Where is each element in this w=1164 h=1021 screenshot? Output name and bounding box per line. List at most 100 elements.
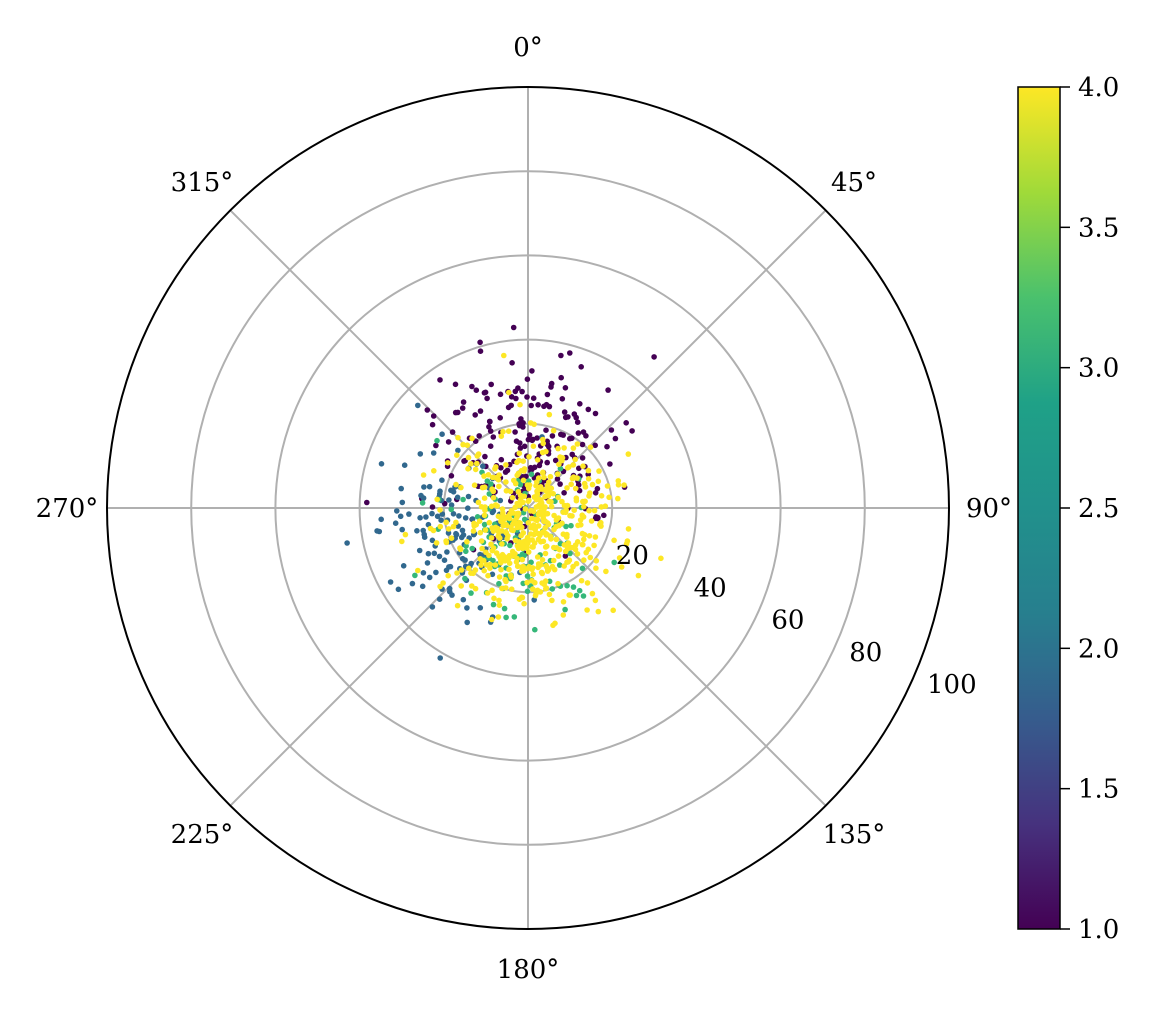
- scatter-point-value-4: [531, 421, 537, 428]
- scatter-point-value-4: [458, 567, 465, 573]
- scatter-point-value-2: [426, 483, 433, 490]
- scatter-point-value-4: [516, 596, 523, 602]
- scatter-point-value-1: [476, 433, 483, 439]
- scatter-point-value-1: [592, 410, 599, 417]
- scatter-point-value-4: [618, 564, 625, 570]
- scatter-point-value-3: [474, 514, 481, 520]
- scatter-point-value-3: [579, 565, 586, 572]
- scatter-point-value-4: [509, 494, 516, 501]
- scatter-point-value-2: [439, 477, 445, 484]
- scatter-point-value-3: [528, 471, 535, 478]
- scatter-point-value-1: [558, 374, 564, 381]
- scatter-point-value-3: [463, 548, 469, 555]
- scatter-point-value-4: [516, 502, 523, 509]
- scatter-point-value-4: [538, 500, 545, 506]
- scatter-point-value-4: [453, 481, 459, 488]
- scatter-point-value-4: [526, 497, 532, 504]
- scatter-point-value-2: [439, 431, 445, 438]
- scatter-point-value-2: [497, 497, 504, 504]
- scatter-point-value-4: [471, 482, 478, 489]
- scatter-point-value-2: [397, 513, 404, 520]
- scatter-point-value-4: [563, 533, 570, 540]
- scatter-point-value-3: [490, 601, 497, 608]
- scatter-point-value-4: [491, 595, 497, 602]
- scatter-point-value-4: [472, 585, 479, 592]
- scatter-point-value-2: [434, 513, 441, 520]
- scatter-point-value-3: [419, 500, 426, 506]
- scatter-point-value-4: [466, 565, 472, 572]
- scatter-point-value-4: [572, 546, 579, 553]
- scatter-point-value-1: [604, 443, 610, 450]
- scatter-point-value-1: [545, 443, 552, 450]
- scatter-point-value-4: [592, 597, 599, 604]
- scatter-point-value-2: [429, 537, 436, 544]
- scatter-point-value-4: [468, 570, 474, 576]
- scatter-point-value-4: [512, 480, 519, 487]
- scatter-point-value-4: [489, 486, 495, 492]
- scatter-point-value-4: [559, 520, 565, 527]
- scatter-point-value-4: [545, 566, 552, 573]
- scatter-point-value-4: [616, 555, 623, 561]
- scatter-point-value-4: [506, 515, 513, 522]
- scatter-point-value-4: [591, 542, 597, 549]
- scatter-point-value-1: [576, 465, 582, 472]
- scatter-point-value-1: [510, 324, 517, 331]
- scatter-point-value-4: [589, 481, 596, 488]
- scatter-point-value-1: [559, 396, 566, 402]
- scatter-point-value-2: [454, 494, 461, 501]
- scatter-point-value-4: [556, 461, 562, 468]
- scatter-point-value-1: [561, 490, 567, 496]
- scatter-point-value-4: [399, 538, 405, 545]
- scatter-point-value-2: [425, 550, 432, 557]
- scatter-point-value-4: [475, 499, 482, 506]
- scatter-point-value-4: [443, 539, 450, 546]
- scatter-point-value-4: [477, 529, 484, 536]
- scatter-point-value-4: [482, 504, 488, 510]
- scatter-point-value-4: [534, 488, 540, 495]
- scatter-point-value-1: [544, 391, 551, 398]
- scatter-point-value-4: [530, 443, 537, 450]
- scatter-point-value-4: [478, 538, 485, 544]
- scatter-point-value-4: [465, 454, 472, 461]
- scatter-point-value-4: [530, 586, 536, 592]
- scatter-point-value-4: [481, 495, 488, 502]
- scatter-point-value-4: [503, 479, 509, 485]
- scatter-point-value-2: [417, 515, 423, 521]
- scatter-point-value-4: [541, 581, 547, 588]
- scatter-point-value-4: [445, 526, 452, 532]
- theta-tick-label-90: 90°: [966, 494, 1012, 524]
- scatter-point-value-1: [430, 413, 437, 419]
- scatter-point-value-4: [508, 586, 515, 592]
- scatter-point-value-4: [615, 478, 622, 484]
- scatter-point-value-4: [591, 507, 598, 514]
- scatter-point-value-2: [477, 551, 483, 558]
- scatter-point-value-1: [521, 443, 528, 450]
- scatter-point-value-4: [454, 602, 461, 609]
- scatter-point-value-4: [492, 466, 498, 472]
- scatter-point-value-3: [501, 605, 508, 612]
- scatter-point-value-4: [635, 572, 642, 579]
- scatter-point-value-4: [502, 558, 508, 564]
- scatter-point-value-2: [394, 508, 400, 514]
- scatter-point-value-2: [399, 526, 406, 533]
- scatter-point-value-4: [454, 570, 460, 576]
- scatter-point-value-4: [546, 591, 553, 598]
- scatter-point-value-2: [433, 569, 439, 576]
- scatter-point-value-4: [472, 466, 479, 473]
- scatter-point-value-4: [582, 498, 588, 505]
- scatter-point-value-3: [563, 523, 569, 530]
- scatter-point-value-4: [546, 498, 552, 505]
- scatter-point-value-1: [497, 415, 504, 421]
- theta-tick-label-225: 225°: [171, 820, 234, 850]
- scatter-point-value-4: [533, 479, 540, 485]
- scatter-point-value-4: [568, 568, 575, 574]
- scatter-point-value-2: [436, 596, 443, 602]
- r-tick-label-80: 80: [849, 638, 882, 668]
- scatter-point-value-4: [512, 520, 519, 527]
- scatter-point-value-4: [610, 607, 616, 614]
- scatter-point-value-1: [592, 490, 599, 496]
- colorbar-tick-label-3.0: 3.0: [1078, 354, 1119, 384]
- scatter-point-value-4: [615, 495, 621, 502]
- scatter-point-value-1: [579, 455, 586, 461]
- scatter-point-value-4: [519, 556, 526, 563]
